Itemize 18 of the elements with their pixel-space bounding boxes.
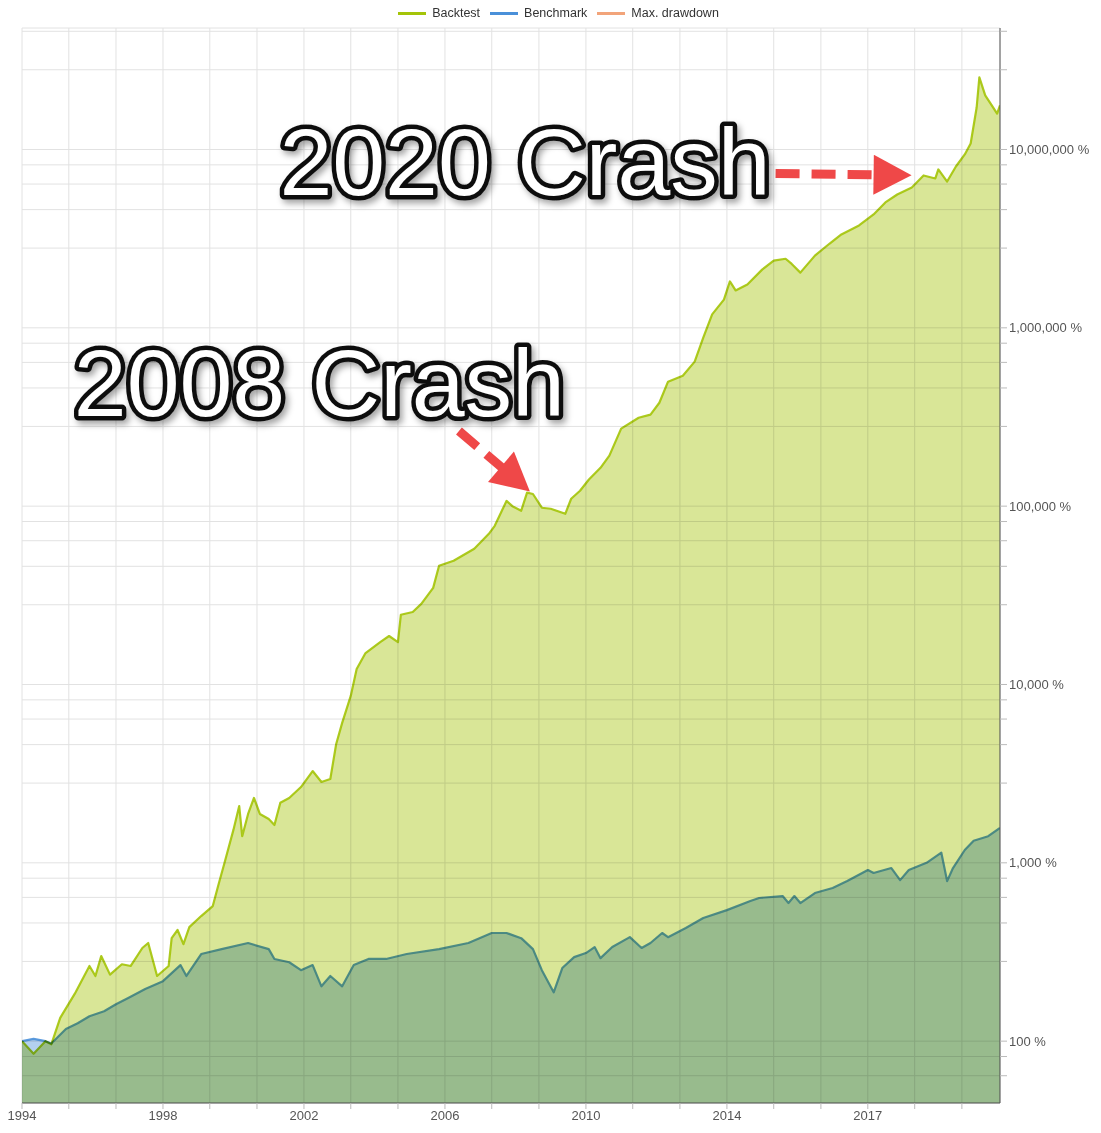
y-tick-label: 100 % (1009, 1033, 1047, 1049)
x-tick-label: 2014 (712, 1108, 742, 1124)
y-tick-label: 1,000 % (1009, 855, 1058, 871)
y-tick-label: 1,000,000 % (1009, 320, 1083, 336)
legend-label: Backtest (432, 6, 481, 20)
y-tick-label: 10,000,000 % (1009, 142, 1090, 158)
x-tick-label: 1998 (148, 1108, 178, 1124)
x-tick-label: 1994 (7, 1108, 37, 1124)
annotation: 2008 Crash (73, 330, 565, 436)
x-tick-label: 2006 (430, 1108, 460, 1124)
x-tick-label: 2002 (289, 1108, 319, 1124)
y-tick-label: 10,000 % (1009, 677, 1065, 693)
x-tick-label: 2017 (853, 1108, 883, 1124)
legend-label: Benchmark (524, 6, 588, 20)
annotation: 2020 Crash (279, 109, 771, 216)
x-tick-label: 2010 (571, 1108, 601, 1124)
y-tick-label: 100,000 % (1009, 498, 1072, 514)
legend-label: Max. drawdown (631, 6, 719, 20)
